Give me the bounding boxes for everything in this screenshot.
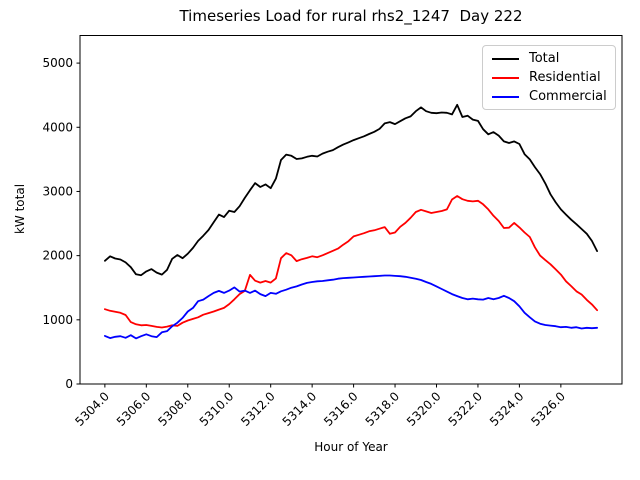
y-tick-label: 5000	[42, 56, 73, 70]
y-tick-label: 3000	[42, 184, 73, 198]
x-axis-label: Hour of Year	[314, 440, 388, 454]
series-line-total	[104, 103, 598, 277]
y-tick-label: 2000	[42, 249, 73, 263]
legend-label-commercial: Commercial	[529, 89, 607, 104]
x-tick-label: 5314.0	[280, 389, 320, 429]
y-tick-label: 4000	[42, 120, 73, 134]
residential-line-swatch	[492, 76, 519, 79]
legend-item-commercial: Commercial	[483, 90, 615, 103]
legend-item-residential: Residential	[483, 71, 615, 84]
series-line-commercial	[104, 274, 598, 340]
series-line-residential	[104, 195, 598, 329]
legend-item-total: Total	[483, 52, 615, 65]
legend-label-residential: Residential	[529, 70, 601, 85]
axes-frame	[79, 35, 623, 385]
x-tick-label: 5322.0	[445, 389, 485, 429]
x-tick-label: 5304.0	[72, 389, 112, 429]
x-tick-label: 5320.0	[404, 389, 444, 429]
x-tick-label: 5316.0	[321, 389, 361, 429]
total-line-swatch	[492, 57, 519, 60]
x-tick-label: 5310.0	[197, 389, 237, 429]
x-tick-label: 5308.0	[155, 389, 195, 429]
x-tick-label: 5318.0	[363, 389, 403, 429]
x-tick-label: 5312.0	[238, 389, 278, 429]
x-tick-label: 5324.0	[487, 389, 527, 429]
y-tick-label: 0	[65, 377, 73, 391]
x-tick-label: 5306.0	[114, 389, 154, 429]
legend-label-total: Total	[529, 51, 560, 66]
chart-title: Timeseries Load for rural rhs2_1247 Day …	[179, 7, 523, 25]
y-tick-label: 1000	[42, 313, 73, 327]
x-tick-label: 5326.0	[528, 389, 568, 429]
y-axis-label: kW total	[13, 183, 27, 235]
legend: Total Residential Commercial	[482, 45, 616, 110]
commercial-line-swatch	[492, 95, 519, 98]
